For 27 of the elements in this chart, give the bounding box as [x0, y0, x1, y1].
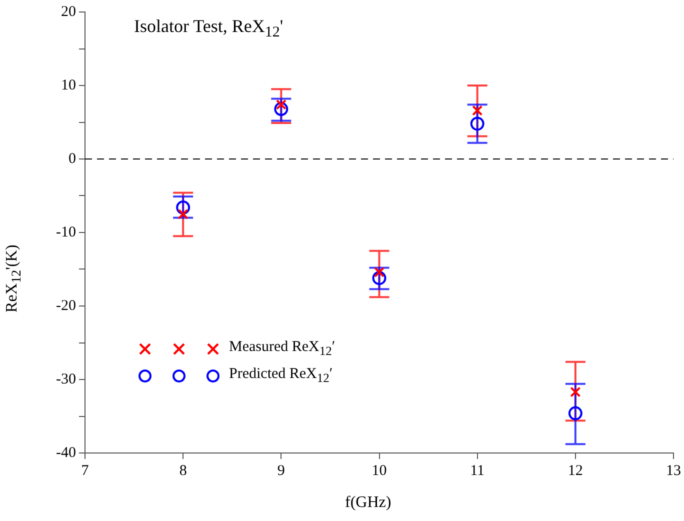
point: [472, 105, 483, 116]
point: [274, 102, 288, 116]
x-tick-label: 12: [568, 462, 583, 479]
legend-label: Measured ReX$_{12}$′: [229, 338, 336, 358]
x-axis-title: f(GHz): [345, 494, 392, 512]
point: [470, 116, 484, 131]
chart-title: Isolator Test, ReX$_{12}$': [134, 16, 284, 42]
y-tick-label: -20: [56, 298, 76, 314]
x-tick-label: 10: [372, 462, 387, 479]
point: [374, 266, 384, 278]
x-tick-label: 13: [666, 462, 681, 479]
point: [372, 271, 386, 286]
point: [178, 208, 188, 220]
x-tick-label: 7: [81, 462, 90, 479]
x-tick-label: 8: [179, 462, 187, 479]
point: [176, 200, 190, 215]
x-tick-label: 9: [277, 462, 285, 479]
y-tick-label: 20: [61, 4, 76, 20]
y-tick-label: -30: [56, 371, 76, 388]
x-tick-label: 11: [470, 462, 485, 479]
y-tick-label: -40: [56, 444, 76, 461]
y-tick-label: -10: [56, 224, 76, 240]
point: [568, 406, 582, 420]
legend-label: Predicted ReX$_{12}$′: [229, 366, 333, 386]
point: [570, 386, 581, 398]
y-tick-label: 10: [61, 77, 76, 94]
y-tick-label: 0: [68, 150, 76, 167]
